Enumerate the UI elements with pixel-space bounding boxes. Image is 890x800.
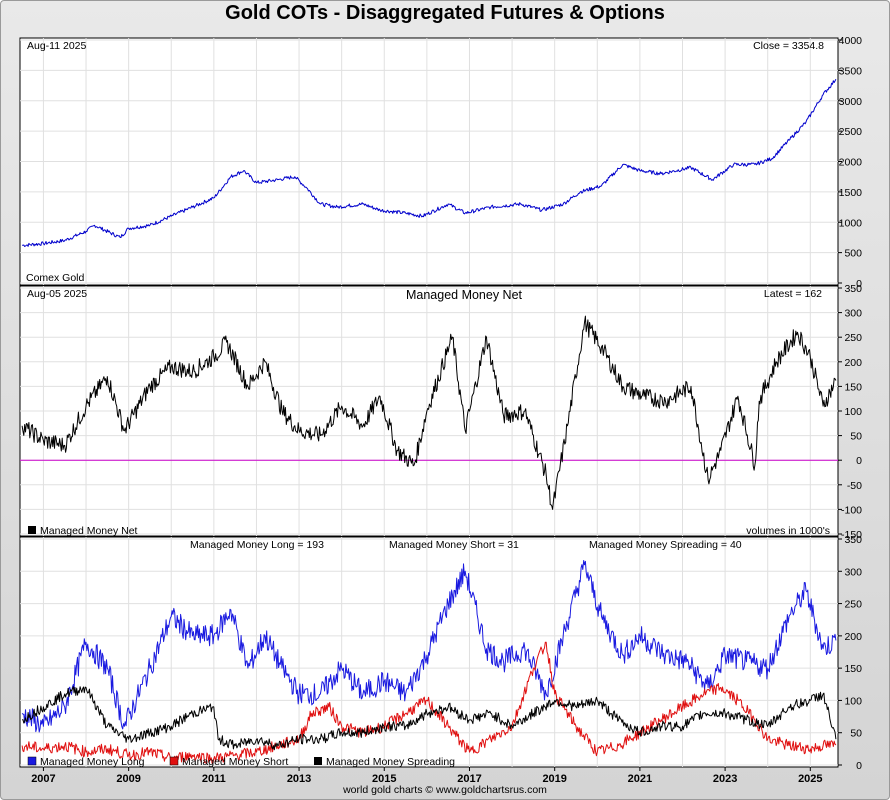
y-tick-label: -100 (841, 504, 862, 516)
x-tick-label: 2017 (457, 773, 481, 785)
legend-long-top: Managed Money Long = 193 (190, 539, 324, 551)
y-tick-label: 1500 (839, 187, 863, 199)
credit-line: world gold charts © www.goldchartsrus.co… (343, 784, 547, 796)
x-tick-label: 2009 (116, 773, 140, 785)
legend-short-top: Managed Money Short = 31 (389, 539, 519, 551)
net-legend-label: Managed Money Net (40, 525, 138, 537)
y-tick-label: 100 (844, 406, 862, 418)
y-tick-label: 300 (844, 566, 862, 578)
price-line (22, 78, 837, 247)
x-tick-label: 2025 (798, 773, 822, 785)
long-line (21, 560, 837, 733)
y-tick-label: -50 (847, 480, 862, 492)
y-tick-label: 4000 (839, 35, 863, 47)
y-tick-label: 500 (844, 248, 862, 260)
y-tick-label: 2500 (839, 126, 863, 138)
y-tick-label: 150 (844, 381, 862, 393)
y-tick-label: 0 (856, 760, 862, 772)
y-tick-label: 250 (844, 599, 862, 611)
price-date-label: Aug-11 2025 (27, 40, 87, 52)
spreading-line (22, 686, 837, 751)
legend-short-swatch (169, 756, 179, 766)
net-line (21, 315, 837, 510)
y-tick-label: 200 (844, 357, 862, 369)
y-tick-label: 0 (856, 278, 862, 290)
y-tick-label: 3000 (839, 96, 863, 108)
y-tick-label: 50 (850, 728, 862, 740)
y-tick-label: -150 (841, 529, 862, 541)
chart-title: Gold COTs - Disaggregated Futures & Opti… (225, 2, 665, 24)
y-tick-label: 100 (844, 695, 862, 707)
net-latest-label: Latest = 162 (764, 288, 822, 300)
y-tick-label: 150 (844, 663, 862, 675)
legend-short-label: Managed Money Short (182, 756, 288, 768)
net-panel-title: Managed Money Net (406, 288, 523, 302)
short-line (21, 641, 837, 764)
legend-spreading-swatch (314, 757, 322, 765)
x-tick-label: 2023 (713, 773, 737, 785)
y-tick-label: 1000 (839, 217, 863, 229)
y-tick-label: 50 (850, 431, 862, 443)
x-tick-label: 2019 (542, 773, 566, 785)
x-tick-label: 2011 (202, 773, 226, 785)
y-tick-label: 0 (856, 455, 862, 467)
x-tick-label: 2013 (287, 773, 311, 785)
y-tick-label: 250 (844, 332, 862, 344)
y-tick-label: 200 (844, 631, 862, 643)
net-date-label: Aug-05 2025 (27, 288, 87, 300)
y-tick-label: 350 (844, 534, 862, 546)
net-legend-swatch (28, 526, 36, 534)
legend-long-label: Managed Money Long (40, 756, 145, 768)
x-tick-label: 2021 (628, 773, 652, 785)
x-tick-label: 2015 (372, 773, 396, 785)
volumes-note: volumes in 1000's (746, 525, 830, 537)
legend-spreading-label: Managed Money Spreading (326, 756, 455, 768)
y-tick-label: 350 (844, 283, 862, 295)
price-series-label: Comex Gold (26, 272, 85, 284)
x-tick-label: 2007 (31, 773, 55, 785)
price-close-label: Close = 3354.8 (753, 40, 824, 52)
y-tick-label: 300 (844, 308, 862, 320)
legend-spreading-top: Managed Money Spreading = 40 (589, 539, 742, 551)
y-tick-label: 2000 (839, 157, 863, 169)
y-tick-label: 3500 (839, 65, 863, 77)
legend-long-swatch (27, 756, 37, 766)
